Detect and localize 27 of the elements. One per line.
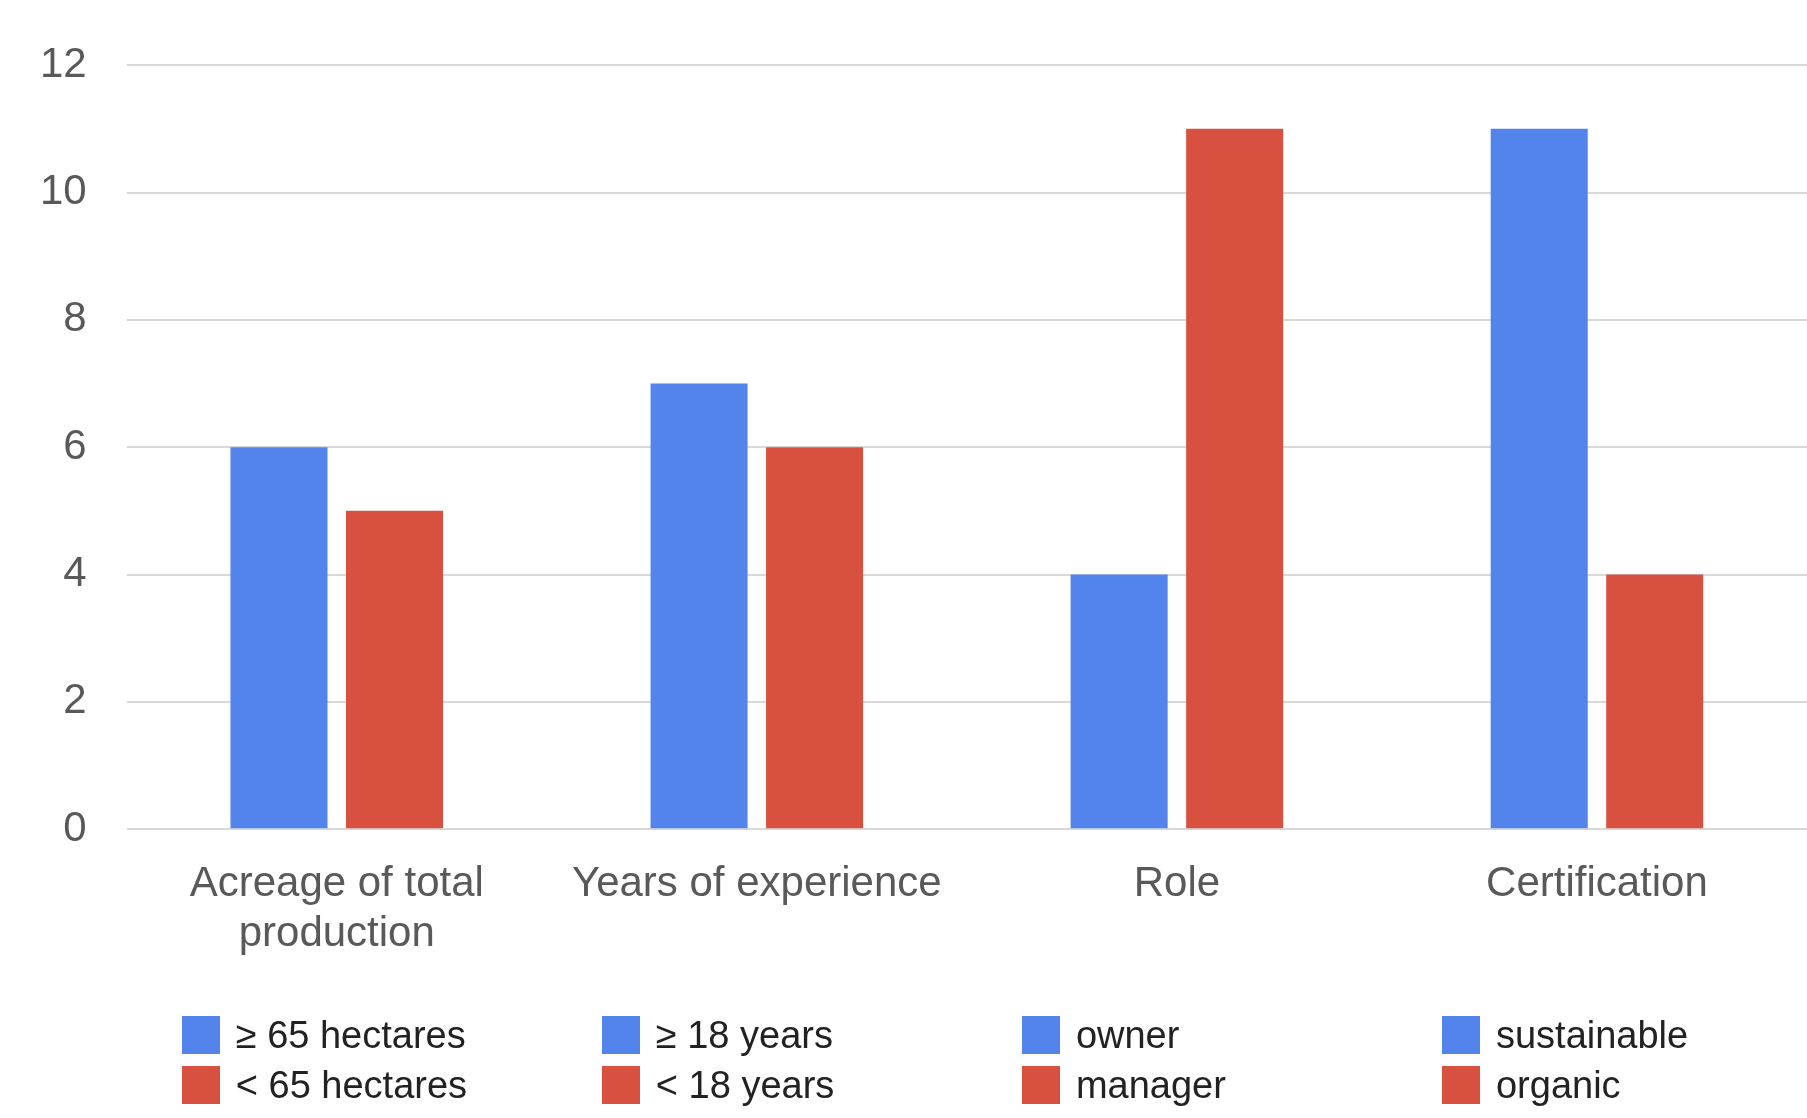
- text: owner: [1075, 1013, 1180, 1057]
- bar: [766, 447, 864, 829]
- text: ≥ 65 hectares: [235, 1013, 466, 1057]
- bar: [230, 447, 328, 829]
- y-tick-label: 10: [40, 166, 87, 214]
- text: sustainable: [1495, 1013, 1689, 1057]
- bar: [1186, 128, 1284, 829]
- text: < 65 hectares: [235, 1063, 468, 1107]
- text: organic: [1495, 1063, 1621, 1107]
- text: < 18 years: [655, 1063, 835, 1107]
- x-tick-label: Years of experience: [571, 857, 942, 905]
- bar: [1606, 574, 1704, 829]
- bar: [1490, 128, 1588, 829]
- y-tick-label: 6: [63, 420, 87, 468]
- text: manager: [1075, 1063, 1226, 1107]
- bar: [650, 383, 748, 829]
- bar: [1070, 574, 1168, 829]
- bar: [345, 510, 444, 829]
- x-tick-label: Role: [1133, 857, 1221, 905]
- y-tick-label: 0: [63, 802, 87, 850]
- y-tick-label: 2: [63, 675, 87, 723]
- y-tick-label: 8: [63, 293, 87, 341]
- y-tick-label: 4: [63, 548, 87, 596]
- y-tick-label: 12: [40, 38, 87, 86]
- x-tick-label: Acreage of total production: [189, 857, 484, 956]
- text: ≥ 18 years: [655, 1013, 833, 1057]
- x-tick-label: Certification: [1486, 857, 1708, 905]
